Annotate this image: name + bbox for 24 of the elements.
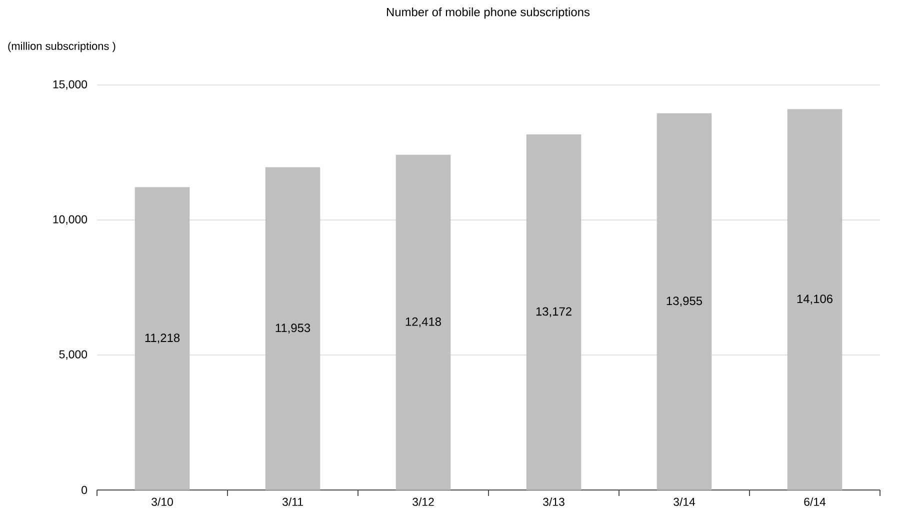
bar bbox=[787, 109, 842, 490]
data-label: 12,418 bbox=[406, 317, 442, 328]
x-tick-label: 3/10 bbox=[152, 498, 173, 506]
x-tick-label: 3/11 bbox=[282, 498, 303, 506]
bar bbox=[265, 167, 320, 490]
y-tick-label: 15,000 bbox=[53, 80, 88, 90]
bar bbox=[134, 187, 190, 490]
y-tick-label: 5,000 bbox=[59, 350, 88, 360]
x-tick-label: 3/14 bbox=[674, 498, 696, 506]
y-tick-label: 0 bbox=[82, 486, 88, 494]
bar bbox=[656, 113, 712, 490]
x-tick-label: 6/14 bbox=[804, 498, 826, 506]
data-label: 11,953 bbox=[276, 324, 310, 334]
x-tick-label: 3/13 bbox=[543, 498, 564, 506]
data-label: 13,172 bbox=[536, 307, 572, 318]
y-axis-title: (million subscriptions ) bbox=[8, 42, 116, 52]
bar bbox=[396, 154, 451, 490]
x-tick-label: 3/12 bbox=[412, 498, 434, 506]
bar bbox=[526, 134, 582, 490]
data-label: 14,106 bbox=[797, 294, 833, 304]
data-label: 11,218 bbox=[145, 334, 180, 344]
y-tick-label: 10,000 bbox=[53, 215, 88, 225]
chart-title: Number of mobile phone subscriptions bbox=[386, 8, 590, 19]
data-label: 13,955 bbox=[666, 296, 702, 307]
